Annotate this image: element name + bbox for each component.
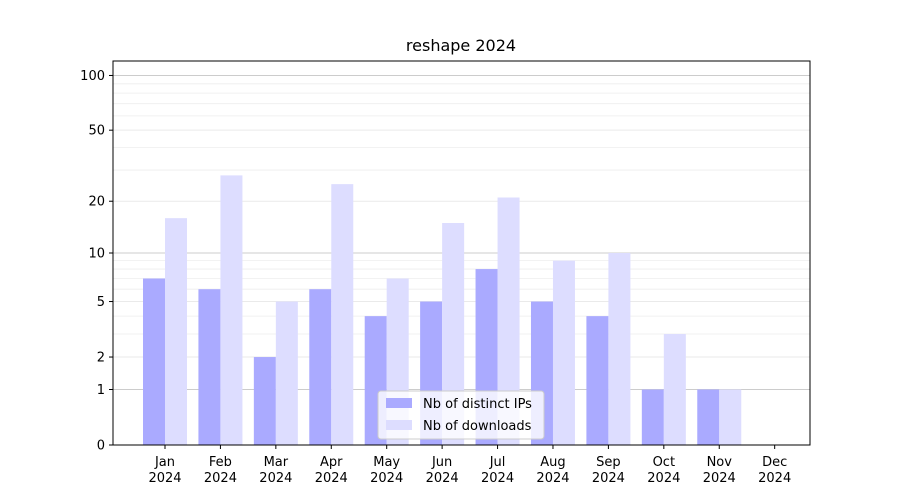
y-axis: 0 1 2 5 10 20 50 100 bbox=[80, 69, 113, 454]
legend-label-downloads: Nb of downloads bbox=[423, 419, 532, 434]
bars bbox=[143, 175, 742, 446]
x-axis: Jan 2024 Feb 2024 Mar 2024 Apr 2024 May 2024 Jun 20… bbox=[148, 445, 791, 486]
x-tick-label: Oct 2024 bbox=[647, 455, 680, 486]
x-tick-label: Jun 2024 bbox=[426, 455, 459, 486]
y-tick-label: 5 bbox=[97, 295, 105, 310]
bar-distinct-ips bbox=[143, 278, 165, 445]
bar-downloads bbox=[663, 333, 686, 445]
x-tick-label: Feb 2024 bbox=[204, 455, 237, 486]
bar-downloads bbox=[165, 218, 187, 445]
x-tick-label: Jan 2024 bbox=[148, 455, 181, 486]
bar-downloads bbox=[497, 197, 520, 445]
bar-downloads bbox=[331, 184, 354, 446]
legend-label-distinct-ips: Nb of distinct IPs bbox=[423, 397, 532, 412]
x-tick-label: May 2024 bbox=[370, 455, 403, 486]
bar-distinct-ips bbox=[309, 289, 332, 445]
bar-downloads bbox=[608, 253, 631, 445]
chart-title: reshape 2024 bbox=[406, 36, 516, 55]
legend-swatch-distinct-ips bbox=[386, 398, 412, 408]
x-tick-label: Apr 2024 bbox=[315, 455, 348, 486]
x-tick-label: Jul 2024 bbox=[481, 455, 514, 486]
legend: Nb of distinct IPs Nb of downloads bbox=[377, 390, 545, 440]
y-tick-label: 50 bbox=[88, 124, 105, 139]
y-tick-label: 100 bbox=[80, 69, 105, 84]
y-tick-label: 20 bbox=[88, 195, 105, 210]
bar-distinct-ips bbox=[253, 357, 276, 445]
y-tick-label: 10 bbox=[88, 247, 105, 262]
bar-downloads bbox=[220, 175, 243, 445]
bar-downloads bbox=[719, 389, 742, 445]
bar-distinct-ips bbox=[641, 389, 664, 445]
y-tick-label: 0 bbox=[97, 439, 105, 454]
bar-distinct-ips bbox=[697, 389, 720, 445]
bar-downloads bbox=[442, 222, 465, 445]
bar-distinct-ips bbox=[198, 289, 221, 445]
y-tick-label: 2 bbox=[97, 351, 105, 366]
y-tick-label: 1 bbox=[97, 383, 105, 398]
x-tick-label: Aug 2024 bbox=[536, 455, 569, 486]
legend-swatch-downloads bbox=[386, 420, 412, 430]
legend-box bbox=[377, 390, 545, 440]
x-tick-label: Sep 2024 bbox=[592, 455, 625, 486]
x-tick-label: Nov 2024 bbox=[703, 455, 736, 486]
x-tick-label: Dec 2024 bbox=[758, 455, 791, 486]
bar-downloads bbox=[275, 301, 298, 445]
bar-downloads bbox=[552, 260, 575, 445]
x-tick-label: Mar 2024 bbox=[259, 455, 292, 486]
bar-distinct-ips bbox=[586, 316, 609, 445]
